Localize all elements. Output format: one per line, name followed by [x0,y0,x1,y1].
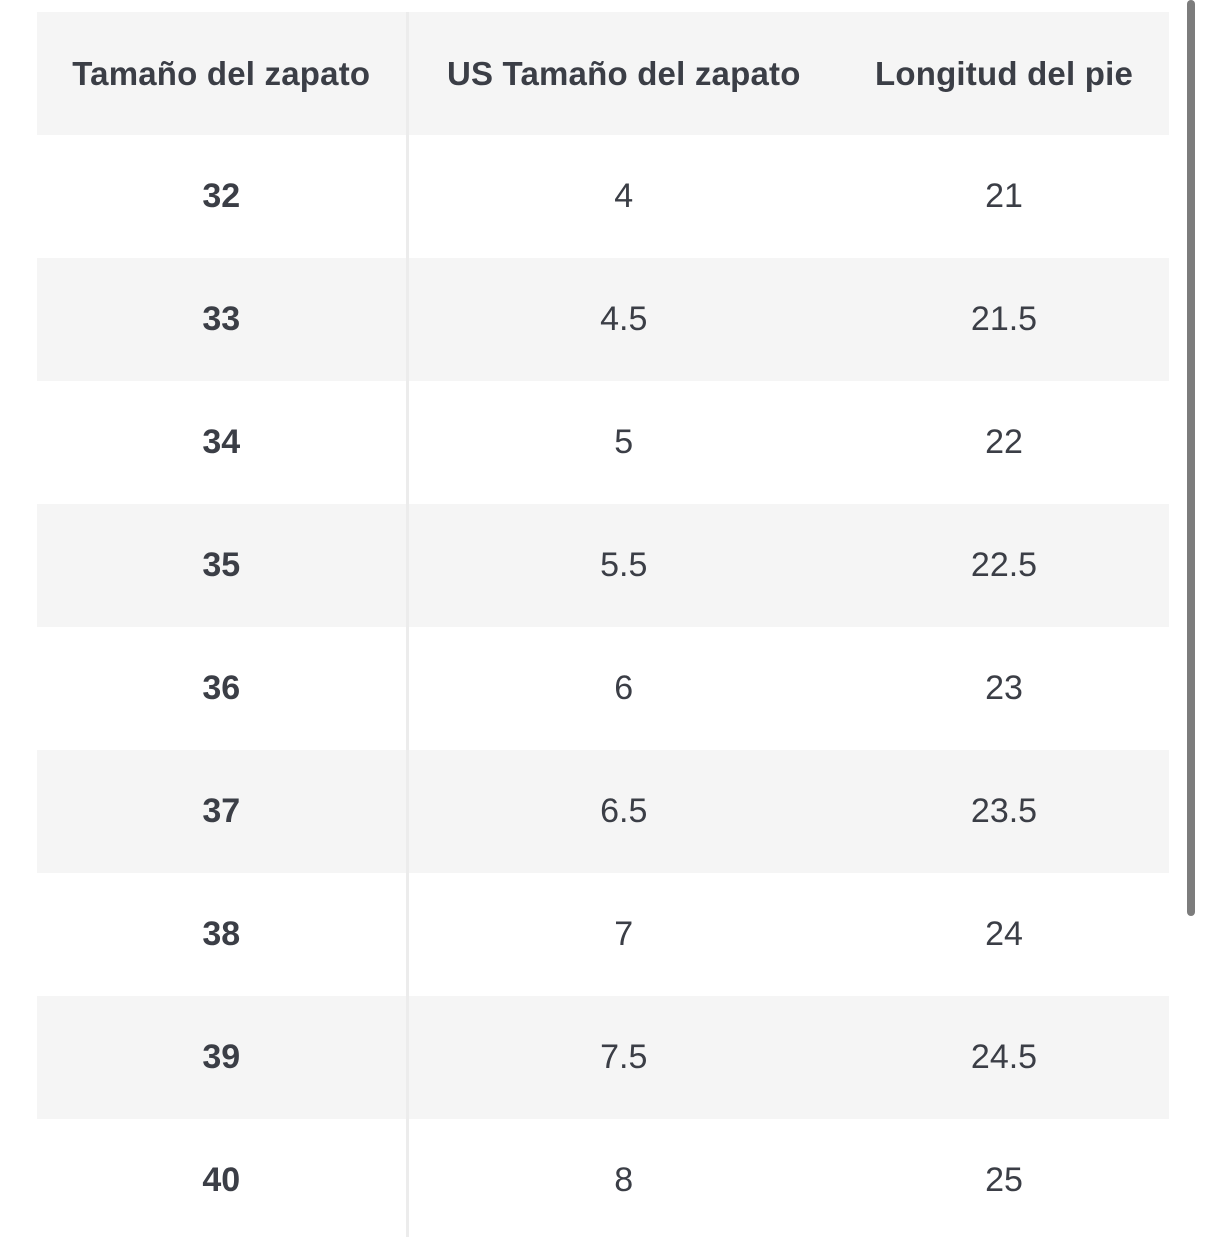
foot-length-cell: 22 [839,381,1169,504]
table-row: 35 5.5 22.5 [37,504,1169,627]
eu-size-cell: 36 [37,627,409,750]
us-size-cell: 5 [407,381,839,504]
foot-length-cell: 22.5 [839,504,1169,627]
us-size-cell: 6.5 [407,750,839,873]
us-size-cell: 6 [407,627,839,750]
eu-size-cell: 33 [37,258,409,381]
foot-length-cell: 21 [839,135,1169,258]
us-size-cell: 7 [407,873,839,996]
us-size-cell: 7.5 [407,996,839,1119]
us-size-cell: 4 [407,135,839,258]
table-row: 34 5 22 [37,381,1169,504]
us-size-cell: 8 [407,1119,839,1237]
table-row: 36 6 23 [37,627,1169,750]
us-size-cell: 4.5 [407,258,839,381]
eu-size-cell: 34 [37,381,409,504]
table-header-row: Tamaño del zapato US Tamaño del zapato L… [37,12,1169,135]
header-us-size: US Tamaño del zapato [407,12,839,135]
table-row: 32 4 21 [37,135,1169,258]
foot-length-cell: 23.5 [839,750,1169,873]
foot-length-cell: 24.5 [839,996,1169,1119]
eu-size-cell: 37 [37,750,409,873]
table-row: 33 4.5 21.5 [37,258,1169,381]
table-row: 38 7 24 [37,873,1169,996]
eu-size-cell: 39 [37,996,409,1119]
shoe-size-table: Tamaño del zapato US Tamaño del zapato L… [37,12,1171,1237]
eu-size-cell: 35 [37,504,409,627]
foot-length-cell: 25 [839,1119,1169,1237]
header-foot-length: Longitud del pie [839,12,1169,135]
eu-size-cell: 38 [37,873,409,996]
header-eu-size: Tamaño del zapato [37,12,409,135]
vertical-scrollbar[interactable] [1187,0,1195,916]
us-size-cell: 5.5 [407,504,839,627]
eu-size-cell: 32 [37,135,409,258]
table-row: 40 8 25 [37,1119,1169,1237]
foot-length-cell: 24 [839,873,1169,996]
foot-length-cell: 21.5 [839,258,1169,381]
table-row: 39 7.5 24.5 [37,996,1169,1119]
eu-size-cell: 40 [37,1119,409,1237]
table-row: 37 6.5 23.5 [37,750,1169,873]
foot-length-cell: 23 [839,627,1169,750]
